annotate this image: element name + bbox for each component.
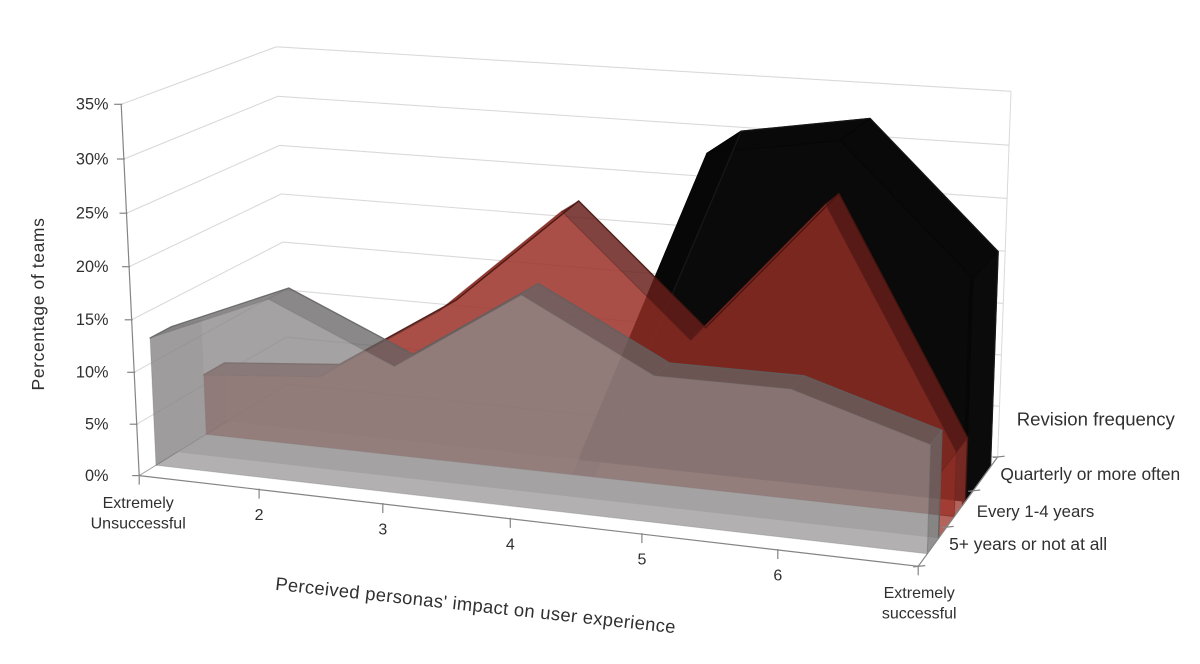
svg-text:Every 1-4 years: Every 1-4 years <box>977 502 1095 521</box>
svg-text:Revision frequency: Revision frequency <box>1017 408 1176 429</box>
svg-text:3: 3 <box>378 522 387 539</box>
svg-text:6: 6 <box>773 568 782 585</box>
svg-text:30%: 30% <box>76 150 109 168</box>
svg-text:5: 5 <box>637 552 646 569</box>
svg-text:5%: 5% <box>85 416 109 434</box>
svg-text:Unsuccessful: Unsuccessful <box>91 516 186 533</box>
svg-text:2: 2 <box>255 507 264 524</box>
svg-text:Extremely: Extremely <box>103 495 174 512</box>
svg-text:Extremely: Extremely <box>884 585 955 602</box>
svg-text:4: 4 <box>506 536 515 553</box>
svg-text:Quarterly or more often: Quarterly or more often <box>1000 464 1180 484</box>
svg-text:20%: 20% <box>76 258 109 276</box>
svg-text:5+ years or not at all: 5+ years or not at all <box>949 534 1107 554</box>
svg-text:0%: 0% <box>85 467 109 485</box>
svg-text:25%: 25% <box>76 205 109 223</box>
svg-text:10%: 10% <box>76 364 109 382</box>
svg-text:successful: successful <box>882 605 957 622</box>
svg-text:Percentage of teams: Percentage of teams <box>28 218 48 391</box>
svg-text:15%: 15% <box>76 311 109 329</box>
svg-text:35%: 35% <box>76 96 109 114</box>
